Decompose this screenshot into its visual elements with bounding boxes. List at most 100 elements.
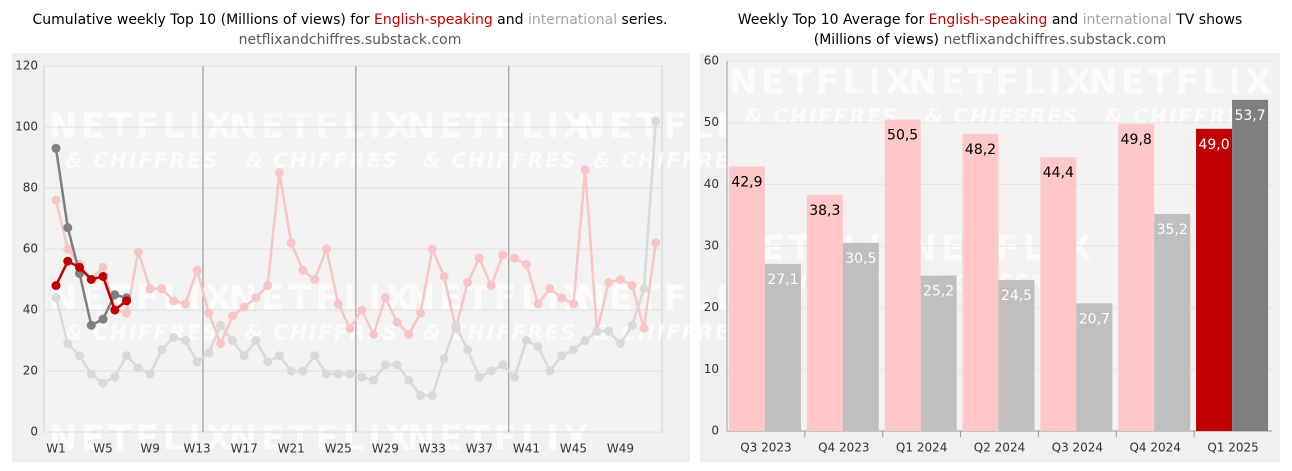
point (321, 369, 331, 379)
point (533, 342, 543, 352)
watermark: & CHIFFRES (925, 105, 1079, 129)
watermark: & CHIFFRES (65, 461, 219, 471)
bar (884, 119, 921, 431)
point (110, 290, 120, 300)
watermark: NETFLIX (909, 63, 1096, 103)
point (521, 259, 531, 269)
y-tick-label: 60 (704, 54, 719, 68)
point (110, 305, 120, 315)
point (474, 253, 484, 263)
point (416, 390, 426, 400)
point (98, 262, 108, 272)
value-label: 49,8 (1121, 132, 1152, 148)
x-tick-label: W1 (46, 442, 66, 456)
y-tick-label: 120 (15, 59, 38, 73)
y-tick-label: 40 (704, 177, 719, 191)
point (227, 311, 237, 321)
point (192, 265, 202, 275)
bar (1040, 157, 1077, 431)
point (627, 320, 637, 330)
point (239, 351, 249, 361)
point (357, 372, 367, 382)
bar (1154, 213, 1191, 431)
point (392, 360, 402, 370)
watermark: & CHIFFRES (245, 461, 399, 471)
bar (1076, 303, 1113, 431)
point (498, 360, 508, 370)
point (216, 320, 226, 330)
point (110, 372, 120, 382)
point (568, 299, 578, 309)
y-tick-label: 30 (704, 239, 719, 253)
value-label: 35,2 (1157, 222, 1188, 238)
title-part: English-speaking (374, 12, 493, 28)
point (568, 345, 578, 355)
title-part: and (493, 12, 528, 28)
x-tick-label: Q3 2024 (1052, 441, 1103, 455)
point (639, 284, 649, 294)
point (416, 308, 426, 318)
bar (962, 133, 999, 431)
watermark: & CHIFFRES (745, 105, 899, 129)
point (169, 296, 179, 306)
point (369, 375, 379, 385)
y-tick-label: 60 (23, 242, 38, 256)
point (274, 168, 284, 178)
point (63, 244, 73, 254)
y-tick-label: 80 (23, 181, 38, 195)
x-tick-label: Q4 2023 (818, 441, 869, 455)
point (604, 278, 614, 288)
watermark: & CHIFFRES (593, 321, 747, 345)
point (98, 271, 108, 281)
bar (764, 263, 801, 431)
title-part: series. (617, 12, 667, 28)
value-label: 20,7 (1079, 311, 1110, 327)
point (157, 284, 167, 294)
x-tick-label: W37 (466, 442, 493, 456)
title-part: English-speaking (929, 12, 1048, 28)
title-part: international (528, 12, 617, 28)
watermark: & CHIFFRES (423, 461, 577, 471)
point (521, 336, 531, 345)
value-label: 48,2 (965, 142, 996, 158)
title-part: (Millions of views) (814, 32, 944, 48)
x-tick-label: W13 (184, 442, 211, 456)
point (145, 284, 155, 294)
point (604, 326, 614, 336)
point (86, 369, 96, 379)
point (333, 299, 343, 309)
value-label: 24,5 (1001, 288, 1032, 304)
point (369, 329, 379, 339)
point (345, 369, 355, 379)
y-tick-label: 100 (15, 120, 38, 134)
point (286, 366, 296, 376)
point (651, 116, 661, 126)
point (474, 372, 484, 382)
point (615, 339, 625, 349)
point (51, 195, 61, 205)
point (345, 323, 355, 333)
point (333, 369, 343, 379)
bar (842, 242, 879, 431)
x-tick-label: Q4 2024 (1129, 441, 1180, 455)
point (427, 390, 437, 400)
value-label: 44,4 (1043, 165, 1074, 181)
point (404, 329, 414, 339)
point (404, 375, 414, 385)
watermark: NETFLIX (729, 63, 916, 103)
series-line (54, 120, 658, 397)
bar (1232, 99, 1269, 431)
point (204, 308, 214, 318)
point (310, 275, 320, 284)
x-tick-label: W29 (372, 442, 399, 456)
point (486, 366, 496, 376)
bar (1196, 128, 1233, 432)
point (274, 351, 284, 361)
point (133, 247, 143, 257)
watermark: NETFLIX (229, 419, 416, 459)
point (133, 363, 143, 373)
bar (998, 279, 1035, 431)
point (263, 357, 273, 367)
point (63, 223, 73, 233)
watermark: NETFLIX (407, 419, 594, 459)
